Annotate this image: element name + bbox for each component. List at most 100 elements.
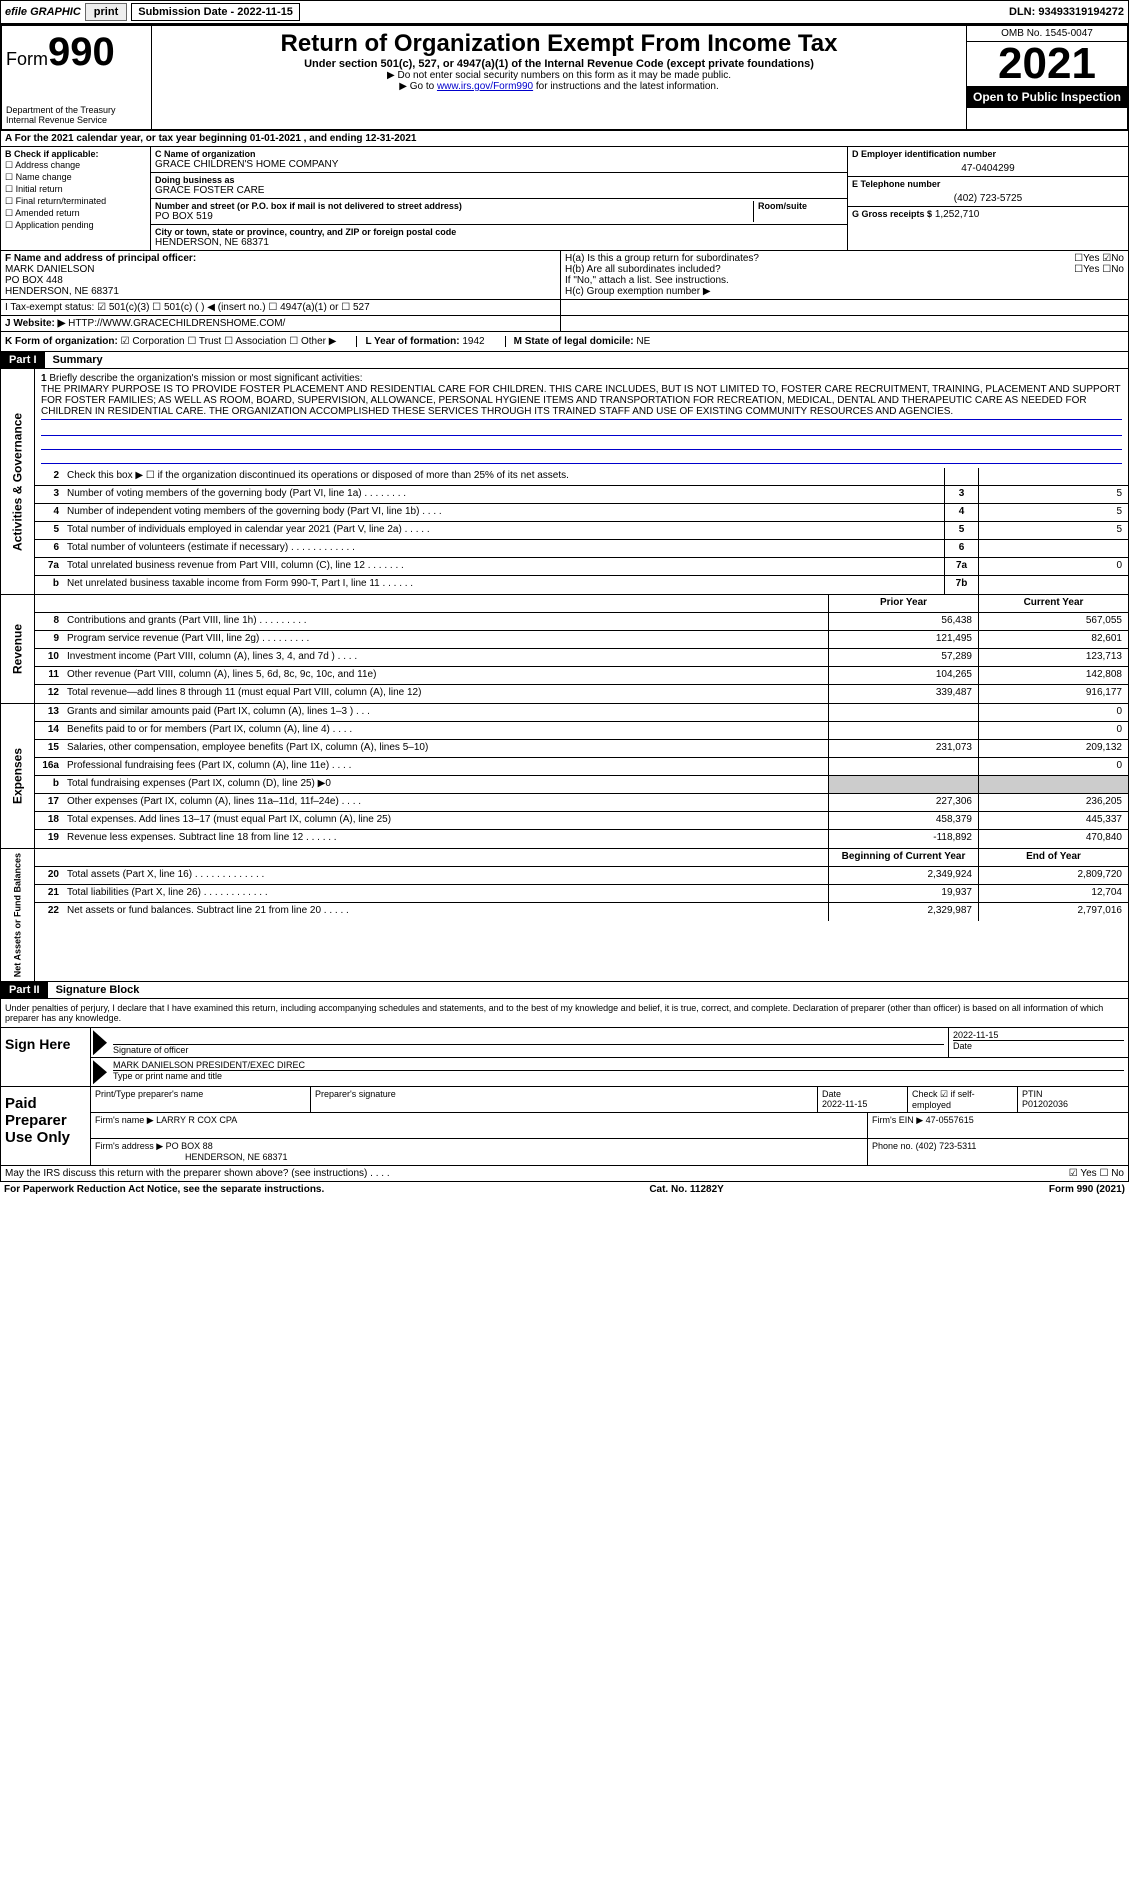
submission-date: Submission Date - 2022-11-15 xyxy=(131,3,300,21)
table-row: 3Number of voting members of the governi… xyxy=(35,486,1128,504)
i-label: I Tax-exempt status: xyxy=(5,302,94,313)
table-row: 8Contributions and grants (Part VIII, li… xyxy=(35,613,1128,631)
table-row: 7aTotal unrelated business revenue from … xyxy=(35,558,1128,576)
beginning-year-header: Beginning of Current Year xyxy=(828,849,978,866)
tax-year-line: A For the 2021 calendar year, or tax yea… xyxy=(0,131,1129,147)
row-f-h: F Name and address of principal officer:… xyxy=(0,251,1129,300)
phone-label: E Telephone number xyxy=(852,179,1124,189)
pra-notice: For Paperwork Reduction Act Notice, see … xyxy=(4,1184,324,1195)
arrow-icon xyxy=(93,1060,107,1084)
goto-pre: ▶ Go to xyxy=(399,81,437,92)
cat-no: Cat. No. 11282Y xyxy=(649,1184,723,1195)
table-row: 9Program service revenue (Part VIII, lin… xyxy=(35,631,1128,649)
table-row: 17Other expenses (Part IX, column (A), l… xyxy=(35,794,1128,812)
dln: DLN: 93493319194272 xyxy=(1009,6,1124,18)
arrow-icon xyxy=(93,1030,107,1055)
part1-title: Summary xyxy=(45,352,111,368)
table-row: 20Total assets (Part X, line 16) . . . .… xyxy=(35,867,1128,885)
print-button[interactable]: print xyxy=(85,3,127,21)
m-label: M State of legal domicile: xyxy=(514,336,634,347)
part1-badge: Part I xyxy=(1,352,45,368)
table-row: 12Total revenue—add lines 8 through 11 (… xyxy=(35,685,1128,703)
efile-label: efile GRAPHIC xyxy=(5,6,81,18)
k-label: K Form of organization: xyxy=(5,336,118,347)
subtitle-2: ▶ Do not enter social security numbers o… xyxy=(156,70,962,81)
l-value: 1942 xyxy=(462,336,484,347)
name-title-label: Type or print name and title xyxy=(113,1070,1124,1081)
table-row: 11Other revenue (Part VIII, column (A), … xyxy=(35,667,1128,685)
net-header-row: Beginning of Current Year End of Year xyxy=(35,849,1128,867)
ein-value: 47-0404299 xyxy=(852,163,1124,174)
prep-date: 2022-11-15 xyxy=(822,1099,903,1109)
signature-block: Under penalties of perjury, I declare th… xyxy=(0,999,1129,1087)
prior-year-header: Prior Year xyxy=(828,595,978,612)
dba-value: GRACE FOSTER CARE xyxy=(155,185,843,196)
table-row: bNet unrelated business taxable income f… xyxy=(35,576,1128,594)
officer-addr2: HENDERSON, NE 68371 xyxy=(5,286,556,297)
firm-name-label: Firm's name ▶ xyxy=(95,1115,154,1125)
form-prefix: Form xyxy=(6,49,48,69)
room-label: Room/suite xyxy=(758,201,843,211)
addr-label: Number and street (or P.O. box if mail i… xyxy=(155,201,753,211)
city-value: HENDERSON, NE 68371 xyxy=(155,237,843,248)
irs-link[interactable]: www.irs.gov/Form990 xyxy=(437,81,533,92)
part1-header: Part I Summary xyxy=(0,352,1129,369)
j-label: J Website: ▶ xyxy=(5,318,65,329)
row-j: J Website: ▶ HTTP://WWW.GRACECHILDRENSHO… xyxy=(0,316,1129,332)
chk-initial-return[interactable]: ☐ Initial return xyxy=(5,184,146,195)
self-employed-check: Check ☑ if self-employed xyxy=(908,1087,1018,1112)
paid-preparer-label: Paid Preparer Use Only xyxy=(1,1087,91,1165)
firm-ein: 47-0557615 xyxy=(926,1115,974,1125)
table-row: 14Benefits paid to or for members (Part … xyxy=(35,722,1128,740)
table-row: 10Investment income (Part VIII, column (… xyxy=(35,649,1128,667)
ein-label: D Employer identification number xyxy=(852,149,1124,159)
perjury-statement: Under penalties of perjury, I declare th… xyxy=(1,999,1128,1028)
firm-ein-label: Firm's EIN ▶ xyxy=(872,1115,923,1125)
current-year-header: Current Year xyxy=(978,595,1128,612)
prep-date-label: Date xyxy=(822,1089,903,1099)
discuss-row: May the IRS discuss this return with the… xyxy=(0,1166,1129,1182)
date-label: Date xyxy=(953,1040,1124,1051)
revenue-header-row: Prior Year Current Year xyxy=(35,595,1128,613)
table-row: 21Total liabilities (Part X, line 26) . … xyxy=(35,885,1128,903)
firm-addr-label: Firm's address ▶ xyxy=(95,1141,163,1151)
firm-phone-label: Phone no. xyxy=(872,1141,913,1151)
firm-city: HENDERSON, NE 68371 xyxy=(95,1152,863,1162)
chk-address-change[interactable]: ☐ Address change xyxy=(5,160,146,171)
expenses-section: Expenses 13Grants and similar amounts pa… xyxy=(0,704,1129,849)
officer-name: MARK DANIELSON xyxy=(5,264,556,275)
governance-section: Activities & Governance 1 Briefly descri… xyxy=(0,369,1129,595)
table-row: 5Total number of individuals employed in… xyxy=(35,522,1128,540)
vtab-revenue: Revenue xyxy=(1,595,35,703)
table-row: 18Total expenses. Add lines 13–17 (must … xyxy=(35,812,1128,830)
goto-post: for instructions and the latest informat… xyxy=(533,81,719,92)
table-row: 13Grants and similar amounts paid (Part … xyxy=(35,704,1128,722)
revenue-section: Revenue Prior Year Current Year 8Contrib… xyxy=(0,595,1129,704)
subtitle-1: Under section 501(c), 527, or 4947(a)(1)… xyxy=(156,58,962,70)
table-row: 15Salaries, other compensation, employee… xyxy=(35,740,1128,758)
table-row: 6Total number of volunteers (estimate if… xyxy=(35,540,1128,558)
net-assets-section: Net Assets or Fund Balances Beginning of… xyxy=(0,849,1129,982)
chk-application[interactable]: ☐ Application pending xyxy=(5,220,146,231)
part2-badge: Part II xyxy=(1,982,48,998)
chk-amended[interactable]: ☐ Amended return xyxy=(5,208,146,219)
ptin-label: PTIN xyxy=(1022,1089,1124,1099)
form-number: 990 xyxy=(48,30,115,74)
vtab-net: Net Assets or Fund Balances xyxy=(1,849,35,981)
paid-preparer-block: Paid Preparer Use Only Print/Type prepar… xyxy=(0,1087,1129,1166)
table-row: 4Number of independent voting members of… xyxy=(35,504,1128,522)
chk-name-change[interactable]: ☐ Name change xyxy=(5,172,146,183)
hc-label: H(c) Group exemption number ▶ xyxy=(565,286,1124,297)
irs-label: Internal Revenue Service xyxy=(6,115,147,125)
m-value: NE xyxy=(636,336,650,347)
form-header: Form990 Department of the Treasury Inter… xyxy=(0,24,1129,131)
entity-block: B Check if applicable: ☐ Address change … xyxy=(0,147,1129,251)
sig-officer-label: Signature of officer xyxy=(113,1044,944,1055)
website-value: HTTP://WWW.GRACECHILDRENSHOME.COM/ xyxy=(68,318,285,329)
gross-value: 1,252,710 xyxy=(935,209,980,220)
dba-label: Doing business as xyxy=(155,175,843,185)
city-label: City or town, state or province, country… xyxy=(155,227,843,237)
chk-final-return[interactable]: ☐ Final return/terminated xyxy=(5,196,146,207)
hb-note: If "No," attach a list. See instructions… xyxy=(565,275,1124,286)
part2-title: Signature Block xyxy=(48,982,148,998)
